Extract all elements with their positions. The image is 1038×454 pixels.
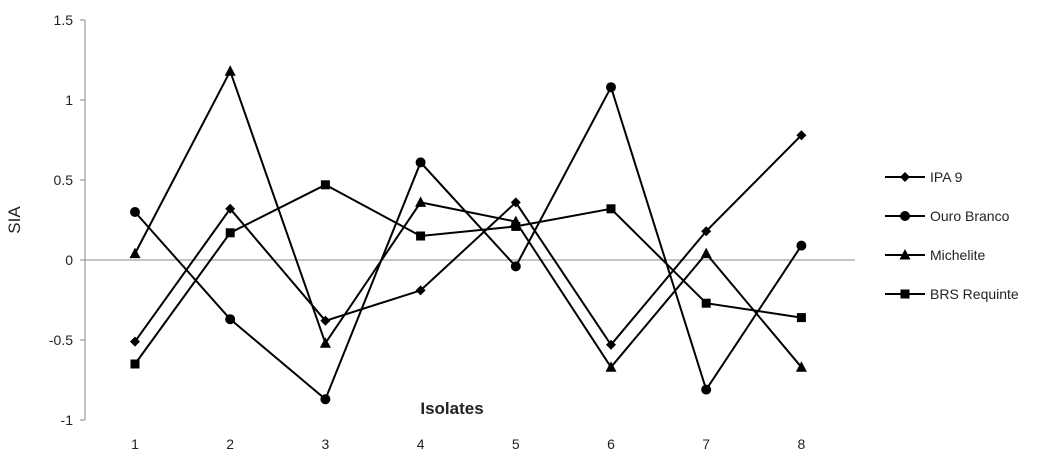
data-point-ouro-branco — [130, 207, 140, 217]
legend-marker — [900, 211, 910, 221]
y-tick-label: 0.5 — [54, 172, 74, 188]
data-point-ipa-9 — [510, 197, 521, 208]
data-point-brs-requinte — [511, 221, 521, 231]
series-line-ouro-branco — [134, 84, 803, 401]
series-michelite — [129, 65, 807, 372]
data-point-ipa-9 — [606, 339, 616, 350]
y-tick-label: -0.5 — [49, 332, 73, 348]
data-point-michelite — [700, 247, 712, 259]
data-point-ouro-branco — [225, 314, 236, 325]
y-axis-title: SIA — [5, 206, 24, 234]
legend-item-ipa-9: IPA 9 — [885, 169, 963, 185]
series-lines — [129, 65, 807, 405]
data-point-brs-requinte — [225, 228, 235, 238]
data-point-michelite — [319, 337, 331, 348]
legend-item-ouro-branco: Ouro Branco — [885, 208, 1010, 224]
x-tick-label: 2 — [226, 436, 234, 452]
series-line-michelite — [134, 68, 803, 369]
legend-label: Michelite — [930, 247, 985, 263]
legend-marker — [900, 172, 910, 182]
data-point-ipa-9 — [701, 226, 712, 237]
data-point-michelite — [415, 196, 427, 207]
data-point-brs-requinte — [701, 298, 711, 308]
data-point-michelite — [795, 361, 807, 372]
x-axis-title: Isolates — [420, 399, 483, 418]
data-point-ipa-9 — [320, 315, 331, 326]
series-brs-requinte — [130, 180, 806, 369]
legend-item-michelite: Michelite — [885, 247, 985, 263]
data-point-ipa-9 — [796, 130, 807, 141]
data-point-ouro-branco — [606, 82, 616, 93]
legend-label: IPA 9 — [930, 169, 963, 185]
x-tick-label: 1 — [131, 436, 139, 452]
legend: IPA 9 Ouro Branco Michelite BRS Requinte — [885, 169, 1019, 302]
axes: -1 -0.5 0 0.5 1 1.5 1 2 3 4 5 6 7 8 — [49, 12, 855, 452]
legend-label: Ouro Branco — [930, 208, 1010, 224]
series-ipa-9 — [130, 130, 807, 350]
x-tick-label: 6 — [607, 436, 615, 452]
data-point-brs-requinte — [130, 359, 140, 369]
data-point-brs-requinte — [320, 180, 330, 190]
y-tick-label: 1 — [65, 92, 73, 108]
data-point-ouro-branco — [510, 261, 521, 272]
data-point-ipa-9 — [415, 285, 426, 296]
data-point-michelite — [129, 247, 141, 259]
legend-marker — [900, 289, 910, 299]
legend-item-brs-requinte: BRS Requinte — [885, 286, 1019, 302]
y-tick-label: 1.5 — [54, 12, 74, 28]
data-point-brs-requinte — [416, 231, 426, 241]
series-line-ipa-9 — [134, 134, 803, 347]
data-point-ouro-branco — [415, 157, 426, 168]
x-tick-label: 3 — [322, 436, 330, 452]
data-point-ipa-9 — [130, 336, 140, 347]
legend-label: BRS Requinte — [930, 286, 1019, 302]
series-ouro-branco — [130, 82, 807, 405]
data-point-michelite — [224, 65, 236, 76]
data-point-ouro-branco — [701, 384, 712, 395]
data-point-ipa-9 — [225, 203, 236, 214]
data-point-ouro-branco — [320, 394, 331, 405]
legend-marker — [899, 249, 911, 260]
axis-labels: SIA Isolates — [5, 206, 484, 418]
data-point-brs-requinte — [796, 313, 806, 323]
data-point-brs-requinte — [606, 204, 616, 214]
x-tick-label: 4 — [417, 436, 425, 452]
x-tick-label: 7 — [702, 436, 710, 452]
data-point-michelite — [605, 361, 617, 372]
series-line-brs-requinte — [134, 183, 802, 365]
data-point-ouro-branco — [796, 240, 807, 251]
x-tick-label: 8 — [798, 436, 806, 452]
y-tick-label: -1 — [61, 412, 74, 428]
y-tick-label: 0 — [65, 252, 73, 268]
x-tick-label: 5 — [512, 436, 520, 452]
